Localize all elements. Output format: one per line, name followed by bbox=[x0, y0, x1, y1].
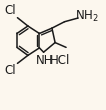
Text: HCl: HCl bbox=[50, 54, 70, 67]
Text: Cl: Cl bbox=[5, 4, 16, 17]
Text: NH: NH bbox=[36, 54, 53, 67]
Text: NH$_2$: NH$_2$ bbox=[75, 9, 99, 24]
Text: Cl: Cl bbox=[5, 64, 16, 77]
